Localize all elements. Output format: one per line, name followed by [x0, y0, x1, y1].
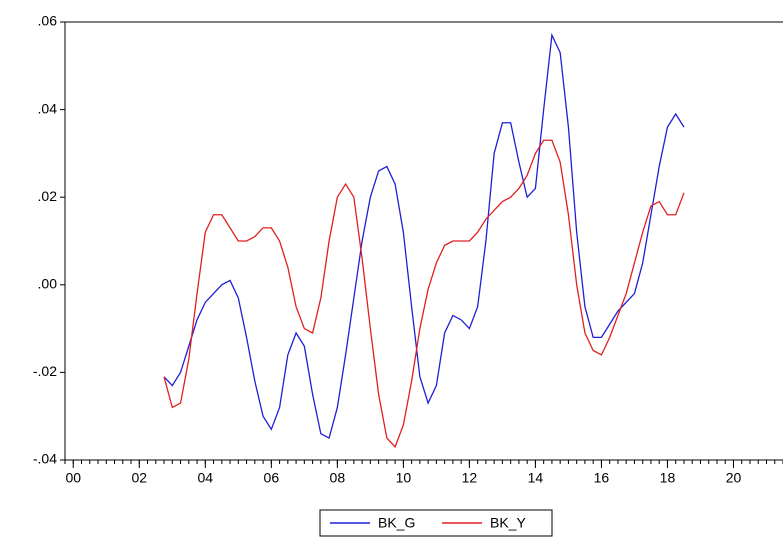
x-tick-label: 00 [65, 470, 81, 486]
series-line [163, 32, 685, 440]
series-line [163, 139, 685, 449]
x-tick-label: 14 [528, 470, 544, 486]
legend: BK_G BK_Y [319, 509, 553, 537]
x-tick-label: 10 [396, 470, 412, 486]
y-tick-label: .02 [38, 188, 58, 204]
plot-frame [64, 21, 783, 461]
x-tick-label: 16 [594, 470, 610, 486]
y-tick-label: -.02 [33, 363, 57, 379]
y-tick-label: .06 [38, 13, 58, 29]
legend-label: BK_Y [490, 515, 526, 531]
x-tick-label: 08 [330, 470, 346, 486]
x-tick-label: 06 [264, 470, 280, 486]
x-tick-label: 12 [462, 470, 478, 486]
y-tick-label: -.04 [33, 451, 57, 467]
x-tick-label: 20 [726, 470, 742, 486]
y-tick-label: .04 [38, 100, 58, 116]
x-tick-label: 02 [131, 470, 147, 486]
x-tick-label: 04 [198, 470, 214, 486]
y-tick-label: .00 [38, 276, 58, 292]
legend-label: BK_G [378, 515, 415, 531]
x-tick-label: 18 [660, 470, 676, 486]
